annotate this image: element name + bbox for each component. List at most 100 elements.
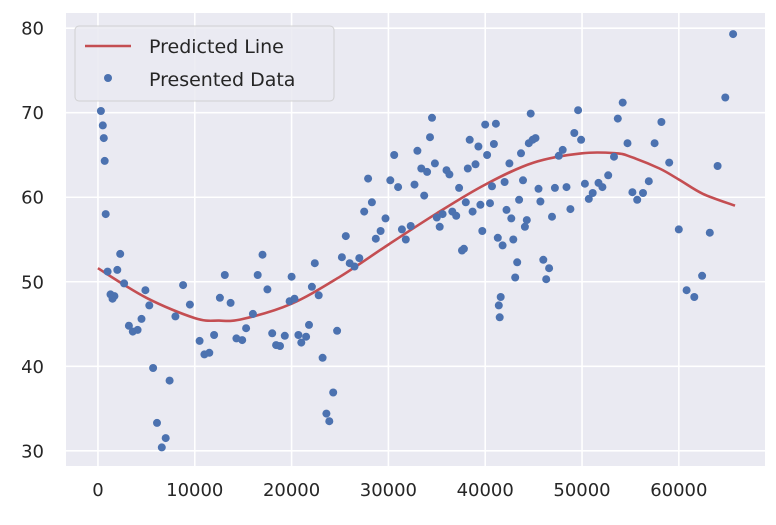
data-point xyxy=(406,222,415,230)
data-point xyxy=(215,293,224,302)
data-point xyxy=(410,180,419,189)
data-point xyxy=(515,195,524,204)
data-point xyxy=(550,183,559,192)
data-point xyxy=(520,222,529,231)
data-point xyxy=(432,213,441,222)
data-point xyxy=(513,258,522,267)
data-point xyxy=(495,313,504,322)
data-point xyxy=(483,151,492,159)
legend: Predicted Line Presented Data xyxy=(74,25,335,102)
data-point xyxy=(478,227,487,235)
data-point xyxy=(248,309,257,318)
data-point xyxy=(153,418,161,427)
data-point xyxy=(96,107,105,115)
data-point xyxy=(157,443,166,452)
data-point xyxy=(455,183,464,192)
data-point xyxy=(276,342,284,350)
data-point xyxy=(519,176,527,185)
data-point xyxy=(333,326,342,335)
data-point xyxy=(133,325,142,334)
data-point xyxy=(486,199,494,208)
legend-box xyxy=(74,25,335,102)
data-point xyxy=(542,275,551,284)
data-point xyxy=(531,134,540,143)
y-tick-label: 60 xyxy=(21,188,44,209)
data-point xyxy=(195,336,204,345)
data-point xyxy=(161,434,170,443)
data-point xyxy=(618,98,627,107)
data-point xyxy=(604,171,613,180)
data-point xyxy=(491,119,500,128)
data-point xyxy=(554,151,563,160)
data-point xyxy=(500,178,509,186)
data-point xyxy=(511,273,520,282)
data-point xyxy=(430,159,439,168)
data-point xyxy=(360,207,369,216)
data-point xyxy=(633,195,642,204)
y-tick-labels: 30 40 50 60 70 80 xyxy=(21,19,44,463)
x-tick-label: 10000 xyxy=(166,480,223,501)
data-point xyxy=(522,216,531,225)
data-point xyxy=(471,160,480,169)
x-tick-label: 60000 xyxy=(650,480,707,501)
data-point xyxy=(588,189,597,197)
data-point xyxy=(307,282,316,291)
data-point xyxy=(488,182,496,191)
data-point xyxy=(226,298,235,307)
data-point xyxy=(302,332,311,341)
x-tick-label: 20000 xyxy=(263,480,320,501)
data-point xyxy=(381,214,390,223)
data-point xyxy=(558,145,567,154)
data-point xyxy=(426,133,434,142)
y-tick-label: 80 xyxy=(21,19,44,40)
data-point xyxy=(517,149,525,158)
data-point xyxy=(210,331,219,339)
data-point xyxy=(650,139,659,148)
data-point xyxy=(101,210,110,219)
data-point xyxy=(297,338,306,347)
data-point xyxy=(420,191,429,200)
y-tick-label: 50 xyxy=(21,272,44,293)
legend-label-presented-data: Presented Data xyxy=(149,69,295,91)
data-point xyxy=(99,134,108,143)
data-point xyxy=(364,174,373,183)
data-point xyxy=(729,30,738,39)
data-point xyxy=(674,225,683,234)
predicted-line xyxy=(97,151,736,323)
data-point xyxy=(141,286,150,295)
data-point xyxy=(386,176,395,185)
x-tick-labels: 0 10000 20000 30000 40000 50000 60000 xyxy=(92,480,707,501)
data-point xyxy=(613,114,622,123)
data-point xyxy=(110,292,119,301)
data-point xyxy=(280,331,289,340)
data-point xyxy=(496,293,505,301)
x-tick-label: 50000 xyxy=(553,480,610,501)
data-point xyxy=(341,232,350,241)
data-point xyxy=(258,250,267,259)
data-point xyxy=(657,118,666,126)
x-tick-label: 40000 xyxy=(457,480,514,501)
data-point xyxy=(355,254,364,263)
data-point xyxy=(461,198,470,207)
data-point xyxy=(690,293,699,301)
data-point xyxy=(185,300,194,309)
data-point xyxy=(337,253,346,262)
data-point xyxy=(452,211,461,220)
data-point xyxy=(476,200,485,209)
data-point xyxy=(390,151,399,159)
data-point xyxy=(305,320,313,329)
legend-label-predicted-line: Predicted Line xyxy=(149,36,284,58)
data-point xyxy=(242,324,251,333)
data-point xyxy=(98,121,107,130)
data-point xyxy=(397,225,406,234)
data-point xyxy=(137,314,146,323)
data-point xyxy=(120,279,129,288)
data-point xyxy=(539,255,548,264)
data-point xyxy=(322,409,331,418)
data-point xyxy=(545,264,554,273)
data-point xyxy=(394,183,403,192)
data-point xyxy=(505,159,514,168)
data-point xyxy=(548,212,556,221)
data-point xyxy=(268,329,277,338)
